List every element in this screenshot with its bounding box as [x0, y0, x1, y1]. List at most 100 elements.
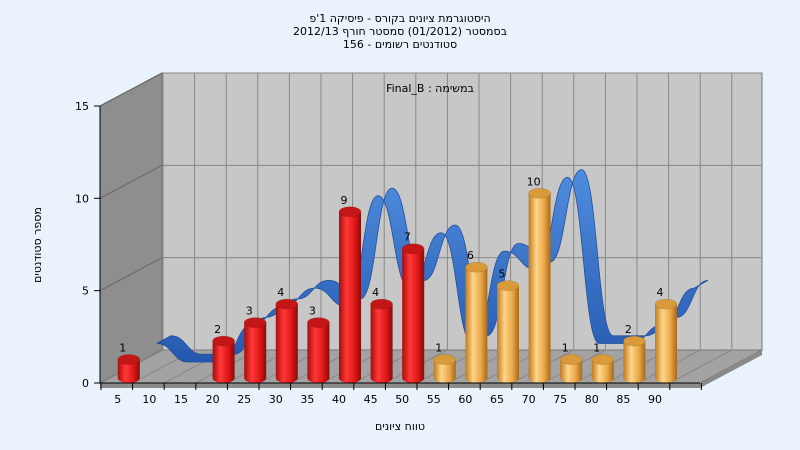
bar-body [307, 322, 330, 383]
bar [496, 280, 520, 383]
x-tick-label: 20 [206, 393, 220, 406]
data-label: 1 [119, 342, 126, 355]
bar [654, 298, 678, 383]
bar-top [591, 354, 615, 365]
bar [623, 335, 646, 383]
bar [433, 354, 457, 383]
data-label: 5 [499, 268, 506, 281]
data-label: 9 [341, 194, 348, 207]
data-label: 1 [435, 342, 442, 355]
x-tick-label: 40 [332, 393, 346, 406]
bar-body [275, 304, 298, 383]
bar-body [497, 285, 519, 383]
data-label: 2 [214, 323, 221, 336]
x-tick-label: 55 [427, 393, 441, 406]
bar-body [370, 304, 393, 383]
x-tick-label: 65 [490, 393, 504, 406]
chart-floor-edge [100, 350, 762, 388]
y-tick-label: 15 [75, 100, 89, 113]
y-axis-label: מספר סטודנטים [31, 207, 44, 283]
y-tick-label: 5 [82, 285, 89, 298]
data-labels-layer: 1 2 3 4 3 9 4 7 1 6 5 10 1 1 2 4 [119, 175, 663, 354]
bar [528, 188, 551, 383]
bar-body [433, 359, 456, 383]
data-label: 4 [277, 286, 284, 299]
x-axis: 5 10 15 20 25 30 35 40 45 50 55 60 65 70 75 80 85 90 [100, 382, 702, 406]
bar-top [243, 317, 267, 328]
bar-body [560, 359, 583, 383]
bar-top [623, 335, 646, 347]
bar-body [623, 341, 646, 383]
data-label: 1 [562, 342, 569, 355]
data-label: 7 [404, 231, 411, 244]
bar [591, 354, 615, 383]
chart-title-line-3: 156 - סטודנטים רשומים [342, 38, 458, 51]
gridline-side [99, 257, 163, 292]
x-tick-label: 45 [364, 393, 378, 406]
data-label: 4 [657, 286, 664, 299]
data-label: 3 [246, 305, 253, 318]
bar-body [655, 304, 677, 383]
x-axis-label: טווח ציונים [375, 420, 425, 433]
bar-top [338, 206, 362, 218]
x-tick-label: 75 [553, 393, 567, 406]
bar [370, 298, 393, 383]
bar [307, 317, 330, 383]
bar [275, 298, 299, 383]
data-label: 10 [527, 175, 541, 188]
chart-side-wall [99, 72, 163, 384]
bar [243, 317, 267, 384]
bar-top [465, 261, 488, 273]
x-tick-label: 60 [458, 393, 472, 406]
bar-body [339, 211, 361, 383]
bar-top [275, 298, 299, 310]
data-label: 4 [372, 286, 379, 299]
bar-top [212, 335, 235, 347]
x-tick-label: 5 [114, 393, 121, 406]
y-tick-label: 10 [75, 192, 89, 205]
gridline-floor [669, 349, 733, 384]
chart-title-line-2: בסמסטר (01/2012) סמסטר חורף 2012/13 [293, 25, 507, 38]
bar-body [591, 359, 614, 383]
bar [559, 354, 583, 383]
x-tick-label: 90 [648, 393, 662, 406]
bar [401, 243, 425, 383]
y-tick-label: 0 [82, 377, 89, 390]
bar-top [117, 354, 141, 365]
bar-top [528, 188, 551, 199]
x-tick-label: 50 [395, 393, 409, 406]
bar-body [465, 267, 488, 383]
bars-layer [117, 188, 678, 384]
data-label: 6 [467, 249, 474, 262]
x-tick-label: 70 [522, 393, 536, 406]
chart-title-line-1: היסטוגרמת ציונים בקורס - פיסיקה 1'פ [309, 12, 491, 25]
x-tick-label: 10 [142, 393, 156, 406]
bar [338, 206, 362, 383]
bar-body [212, 341, 235, 383]
bar-body [244, 322, 267, 384]
x-tick-label: 25 [237, 393, 251, 406]
data-label: 3 [309, 305, 316, 318]
bar-top [307, 317, 330, 328]
x-tick-label: 15 [174, 393, 188, 406]
bar-body [402, 248, 425, 383]
bar-body [117, 359, 140, 383]
y-axis: 0 5 10 15 [75, 100, 101, 390]
x-tick-label: 35 [300, 393, 314, 406]
bar-top [654, 298, 678, 310]
bar [117, 354, 141, 383]
gridline-side [99, 72, 163, 107]
bar [212, 335, 235, 383]
bar-top [433, 354, 457, 365]
bar-top [401, 243, 425, 254]
x-tick-label: 80 [585, 393, 599, 406]
x-tick-label: 30 [269, 393, 283, 406]
x-tick-label: 85 [616, 393, 630, 406]
bar-top [370, 298, 393, 310]
bar-top [559, 354, 583, 365]
bar-top [496, 280, 520, 291]
chart-annotation: Final_B : במשימה [386, 82, 474, 95]
bar [465, 261, 488, 383]
